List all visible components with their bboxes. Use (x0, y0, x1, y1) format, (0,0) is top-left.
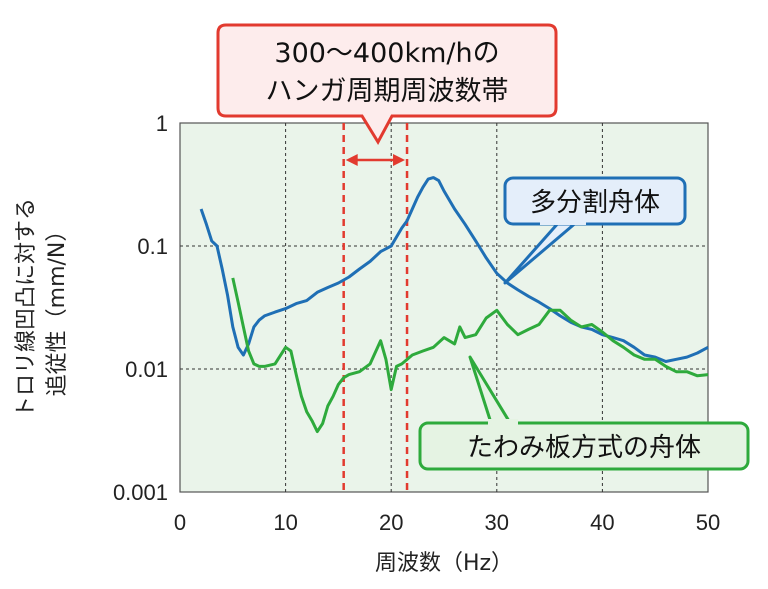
annotation-multi-split-box (503, 176, 687, 226)
x-tick-label-1: 10 (273, 510, 297, 535)
annotation-deflection-plate-label: たわみ板方式の舟体 (467, 433, 701, 463)
x-tick-labels: 0 10 20 30 40 50 (174, 510, 720, 535)
series-lines (199, 176, 709, 434)
y-tick-label-1: 0.01 (125, 357, 168, 382)
band-arrow-right-head (393, 154, 406, 166)
band-callout-line2: ハンガ周期周波数帯 (266, 76, 509, 107)
annotation-multi-split-label: 多分割舟体 (530, 188, 660, 218)
annotation-deflection-plate: たわみ板方式の舟体 (418, 355, 750, 471)
x-tick-label-2: 20 (379, 510, 403, 535)
band-callout: 300〜400km/hの ハンガ周期周波数帯 (216, 23, 558, 146)
band-callout-line1: 300〜400km/hの (274, 38, 499, 69)
x-tick-label-5: 50 (696, 510, 720, 535)
x-axis-label: 周波数（Hz） (375, 551, 513, 576)
y-axis-label-line1: トロリ線凹凸に対する (14, 198, 39, 418)
y-axis-label-line2: 追従性（mm/N） (45, 220, 70, 397)
annotation-multi-split: 多分割舟体 (503, 176, 687, 285)
y-tick-label-0: 0.001 (113, 480, 168, 505)
annotation-deflection-plate-pointer (468, 355, 514, 427)
x-tick-label-0: 0 (174, 510, 186, 535)
y-tick-labels: 0.001 0.01 0.1 1 (113, 111, 168, 505)
series-line-1 (231, 277, 709, 434)
x-tick-label-3: 30 (485, 510, 509, 535)
band-callout-box (216, 23, 558, 146)
frequency-band (342, 123, 409, 492)
band-arrow-left-head (345, 154, 358, 166)
annotation-deflection-plate-box (418, 421, 750, 471)
annotation-multi-split-pointer (503, 219, 579, 285)
y-tick-label-2: 0.1 (137, 234, 168, 259)
x-tick-label-4: 40 (590, 510, 614, 535)
y-tick-label-3: 1 (156, 111, 168, 136)
